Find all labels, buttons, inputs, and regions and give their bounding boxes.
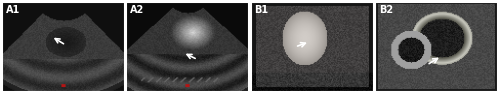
Text: B2: B2: [379, 5, 393, 15]
Text: B1: B1: [254, 5, 268, 15]
Text: A1: A1: [6, 5, 20, 15]
Text: A2: A2: [130, 5, 144, 15]
